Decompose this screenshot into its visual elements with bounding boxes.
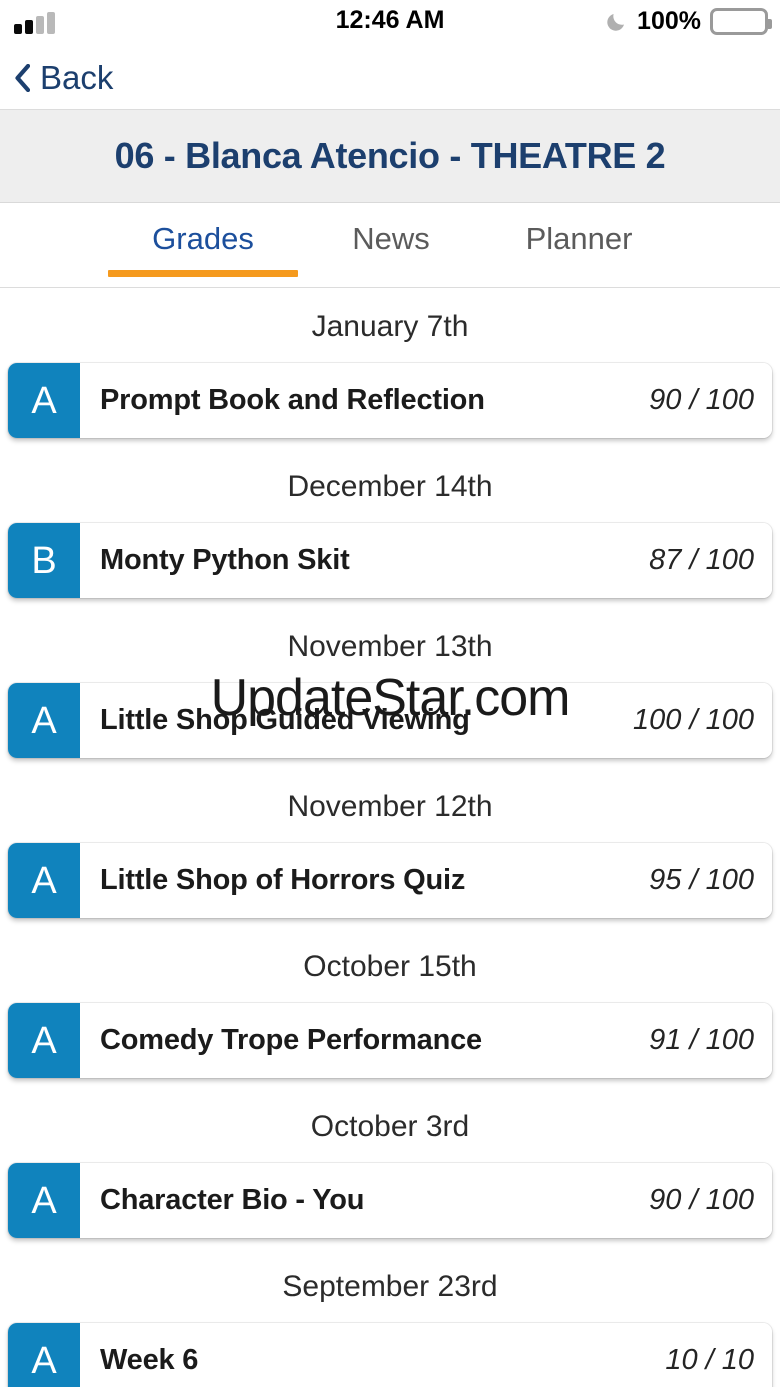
grade-card-body: Little Shop Guided Viewing 100 / 100 xyxy=(80,683,772,758)
signal-bar-3 xyxy=(36,16,44,34)
tab-grades[interactable]: Grades xyxy=(108,203,298,287)
signal-bar-1 xyxy=(14,24,22,34)
assignment-name: Monty Python Skit xyxy=(100,544,350,576)
assignment-score: 87 / 100 xyxy=(649,544,754,576)
page-title: 06 - Blanca Atencio - THEATRE 2 xyxy=(114,135,666,176)
grade-card-body: Character Bio - You 90 / 100 xyxy=(80,1163,772,1238)
grade-card-body: Little Shop of Horrors Quiz 95 / 100 xyxy=(80,843,772,918)
grade-group-date: October 15th xyxy=(303,950,477,983)
tab-planner-label: Planner xyxy=(525,221,633,256)
assignment-score: 90 / 100 xyxy=(649,1184,754,1216)
grade-card[interactable]: A Week 6 10 / 10 xyxy=(8,1323,772,1387)
assignment-score: 95 / 100 xyxy=(649,864,754,896)
tab-news[interactable]: News xyxy=(316,203,466,287)
grade-letter-badge: A xyxy=(8,1003,80,1078)
grade-card-body: Monty Python Skit 87 / 100 xyxy=(80,523,772,598)
grade-card-body: Comedy Trope Performance 91 / 100 xyxy=(80,1003,772,1078)
grade-group-date: October 3rd xyxy=(310,1110,470,1143)
grade-group: October 15th A Comedy Trope Performance 91 … xyxy=(0,928,780,1088)
group-spacer xyxy=(0,1238,780,1248)
battery-full-icon xyxy=(710,8,772,35)
grade-card[interactable]: A Little Shop Guided Viewing 100 / 100 xyxy=(8,683,772,758)
grade-group: November 13th A Little Shop Guided Viewing… xyxy=(0,608,780,768)
course-header: 06 - Blanca Atencio - THEATRE 2 xyxy=(0,110,780,203)
grade-letter-badge: A xyxy=(8,363,80,438)
status-bar-right: 100% xyxy=(604,7,772,36)
group-spacer xyxy=(0,758,780,768)
tab-active-underline xyxy=(108,270,298,277)
group-spacer xyxy=(0,438,780,448)
battery-nub xyxy=(768,19,772,29)
back-button-label: Back xyxy=(40,58,114,96)
grade-card[interactable]: A Prompt Book and Reflection 90 / 100 xyxy=(8,363,772,438)
assignment-name: Character Bio - You xyxy=(100,1184,365,1216)
assignment-name: Week 6 xyxy=(100,1344,199,1376)
grade-group-date: November 12th xyxy=(287,790,493,823)
grade-group: October 3rd A Character Bio - You 90 / 100 xyxy=(0,1088,780,1248)
assignment-score: 100 / 100 xyxy=(633,704,754,736)
grade-letter-badge: B xyxy=(8,523,80,598)
status-bar-clock: 12:46 AM xyxy=(335,6,445,34)
grade-card-body: Week 6 10 / 10 xyxy=(80,1323,772,1387)
tab-grades-label: Grades xyxy=(152,221,254,256)
grade-group: September 23rd A Week 6 10 / 10 xyxy=(0,1248,780,1387)
battery-percent-label: 100% xyxy=(637,7,701,35)
grade-letter-badge: A xyxy=(8,1163,80,1238)
grade-group-date: November 13th xyxy=(287,630,493,663)
signal-bars-icon xyxy=(14,10,55,34)
assignment-score: 91 / 100 xyxy=(649,1024,754,1056)
tab-news-label: News xyxy=(352,221,430,256)
assignment-name: Little Shop of Horrors Quiz xyxy=(100,864,466,896)
assignment-name: Little Shop Guided Viewing xyxy=(100,704,470,736)
group-spacer xyxy=(0,1078,780,1088)
grade-group-date: December 14th xyxy=(287,470,493,503)
group-spacer xyxy=(0,598,780,608)
group-spacer xyxy=(0,918,780,928)
signal-bar-2 xyxy=(25,20,33,34)
grade-letter-badge: A xyxy=(8,683,80,758)
grade-card[interactable]: B Monty Python Skit 87 / 100 xyxy=(8,523,772,598)
grades-list[interactable]: January 7th A Prompt Book and Reflection 90… xyxy=(0,288,780,1387)
moon-icon xyxy=(604,10,628,34)
grade-group-date: January 7th xyxy=(311,310,469,343)
assignment-score: 10 / 10 xyxy=(665,1344,754,1376)
grade-card[interactable]: A Character Bio - You 90 / 100 xyxy=(8,1163,772,1238)
signal-bar-4 xyxy=(47,12,55,34)
grade-card[interactable]: A Little Shop of Horrors Quiz 95 / 100 xyxy=(8,843,772,918)
grade-card-body: Prompt Book and Reflection 90 / 100 xyxy=(80,363,772,438)
grade-group: November 12th A Little Shop of Horrors Qui… xyxy=(0,768,780,928)
tab-planner[interactable]: Planner xyxy=(484,203,674,287)
assignment-name: Comedy Trope Performance xyxy=(100,1024,482,1056)
grade-group-date: September 23rd xyxy=(282,1270,498,1303)
grade-group: December 14th B Monty Python Skit 87 / 100 xyxy=(0,448,780,608)
chevron-left-icon xyxy=(14,63,30,92)
grade-letter-badge: A xyxy=(8,843,80,918)
assignment-score: 90 / 100 xyxy=(649,384,754,416)
status-bar: 12:46 AM 100% xyxy=(0,0,780,46)
grade-group: January 7th A Prompt Book and Reflection 90… xyxy=(0,288,780,448)
grade-card[interactable]: A Comedy Trope Performance 91 / 100 xyxy=(8,1003,772,1078)
back-button[interactable]: Back xyxy=(14,59,113,97)
assignment-name: Prompt Book and Reflection xyxy=(100,384,485,416)
tab-bar: Grades News Planner xyxy=(0,203,780,288)
navigation-bar: Back xyxy=(0,46,780,110)
grade-letter-badge: A xyxy=(8,1323,80,1387)
